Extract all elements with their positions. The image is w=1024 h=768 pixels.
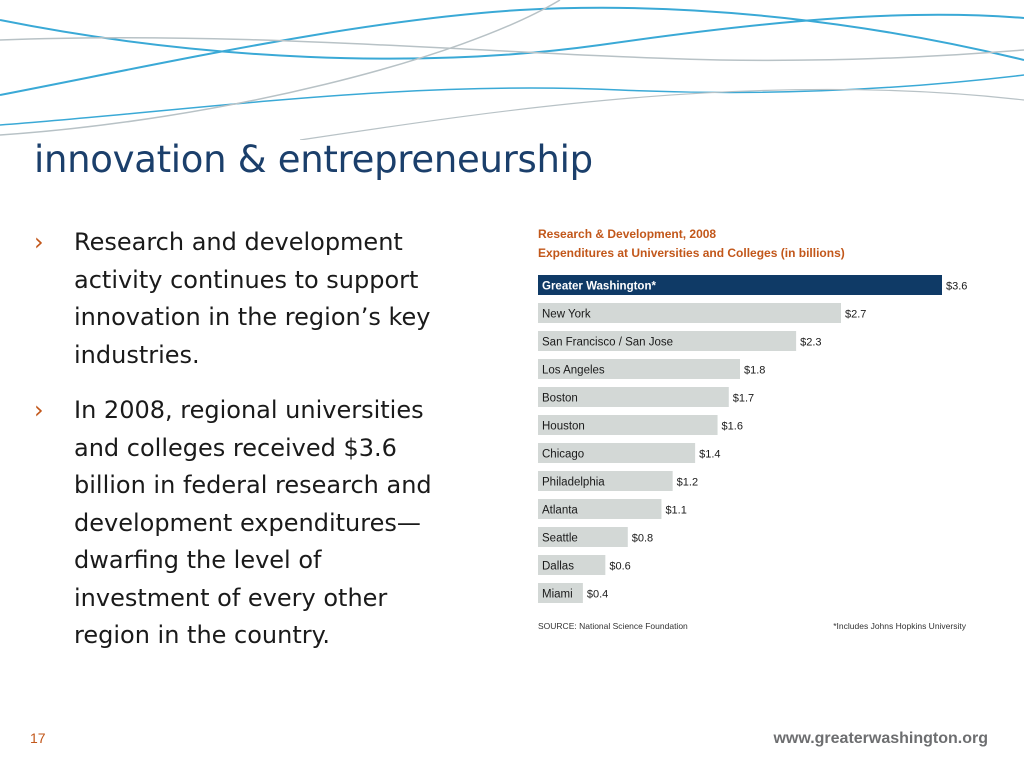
bullet-item: › In 2008, regional universities and col… — [34, 392, 464, 655]
bar-value-label: $1.4 — [699, 449, 720, 461]
bars-group: Greater Washington* $3.6 New York $2.7 San F… — [538, 275, 967, 603]
bar — [538, 443, 696, 463]
bullet-item: › Research and development activity cont… — [34, 224, 464, 374]
wave-line — [0, 0, 561, 136]
wave-line — [0, 74, 1024, 126]
bar-value-label: $2.7 — [845, 309, 866, 321]
bar-category-label: Miami — [542, 589, 573, 601]
bar-value-label: $3.6 — [946, 281, 967, 293]
bar-category-label: Greater Washington* — [542, 281, 656, 293]
bar-value-label: $1.2 — [677, 477, 698, 489]
bar-value-label: $1.1 — [665, 505, 686, 517]
bar — [538, 499, 662, 519]
bar-value-label: $2.3 — [800, 337, 821, 349]
bar — [538, 387, 729, 407]
bar — [538, 415, 718, 435]
bar-value-label: $1.7 — [733, 393, 754, 405]
bar — [538, 555, 606, 575]
bar-value-label: $0.6 — [609, 561, 630, 573]
bullet-text: In 2008, regional universities and colle… — [74, 396, 432, 649]
bar-category-label: Atlanta — [542, 505, 578, 517]
bullet-text: Research and development activity contin… — [74, 228, 431, 369]
bar — [538, 471, 673, 491]
bar — [538, 331, 797, 351]
bullet-chevron-icon: › — [34, 228, 44, 256]
bullet-list: › Research and development activity cont… — [34, 224, 464, 673]
bar-category-label: Boston — [542, 393, 578, 405]
bar-category-label: Houston — [542, 421, 585, 433]
bar — [538, 527, 628, 547]
wave-line — [0, 13, 1024, 60]
chart-footnote: *Includes Johns Hopkins University — [833, 621, 967, 631]
bar — [538, 583, 583, 603]
page-number: 17 — [30, 730, 46, 746]
bullet-chevron-icon: › — [34, 396, 44, 424]
wave-line — [0, 6, 1024, 96]
decorative-waves — [0, 0, 1024, 140]
bar — [538, 275, 942, 295]
bar-value-label: $0.8 — [632, 533, 653, 545]
bar-category-label: Seattle — [542, 533, 578, 545]
footer-url: www.greaterwashington.org — [773, 730, 988, 747]
wave-line — [299, 88, 1024, 140]
chart-source-note: SOURCE: National Science Foundation — [538, 621, 688, 631]
bar-category-label: New York — [542, 309, 591, 321]
chart-subtitle: Expenditures at Universities and College… — [538, 246, 845, 260]
bar-category-label: Los Angeles — [542, 365, 605, 377]
slide-title: innovation & entrepreneurship — [34, 138, 593, 181]
bar-value-label: $1.8 — [744, 365, 765, 377]
rd-expenditure-chart: Research & Development, 2008 Expenditure… — [538, 227, 967, 631]
bar-value-label: $1.6 — [722, 421, 743, 433]
bar — [538, 359, 740, 379]
wave-line — [0, 36, 1024, 62]
bar — [538, 303, 841, 323]
bar-value-label: $0.4 — [587, 589, 608, 601]
bar-category-label: San Francisco / San Jose — [542, 337, 673, 349]
chart-title: Research & Development, 2008 — [538, 227, 716, 241]
bar-category-label: Dallas — [542, 561, 574, 573]
bar-category-label: Philadelphia — [542, 477, 605, 489]
bar-category-label: Chicago — [542, 449, 584, 461]
